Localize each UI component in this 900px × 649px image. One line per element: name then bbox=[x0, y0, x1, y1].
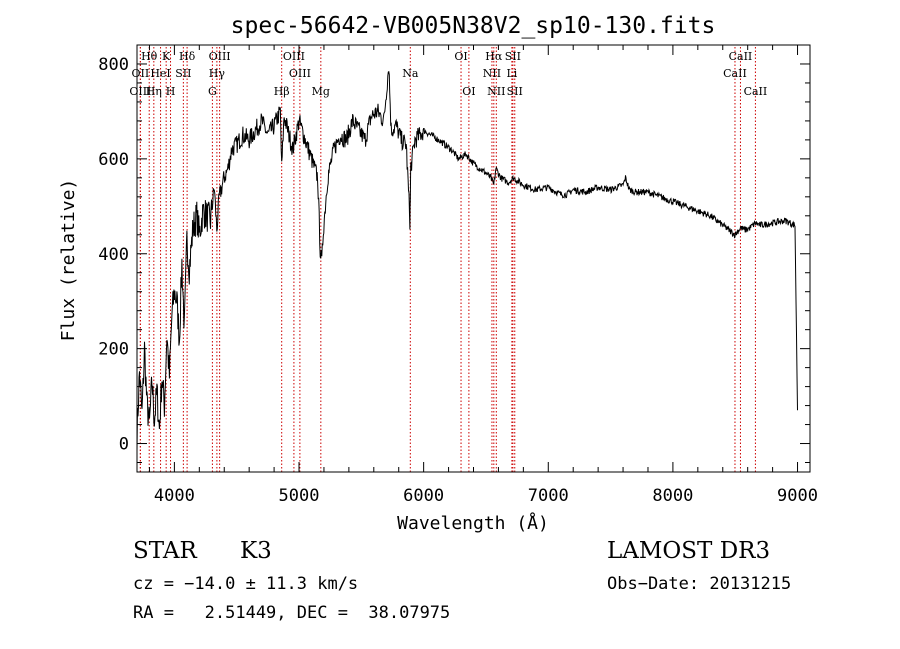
chart-title: spec-56642-VB005N38V2_sp10-130.fits bbox=[231, 13, 716, 39]
y-axis: 0 200 400 600 800 bbox=[98, 55, 810, 464]
line-label-2: OIII bbox=[129, 85, 151, 98]
line-label-26: CaII bbox=[723, 67, 747, 80]
line-label-24: SII bbox=[507, 85, 523, 98]
y-tick-label-1: 200 bbox=[98, 340, 129, 360]
redshift-text: cz = −14.0 ± 11.3 km/s bbox=[133, 574, 359, 594]
line-label-9: OIII bbox=[209, 50, 231, 63]
obs-date-text: Obs−Date: 20131215 bbox=[607, 574, 792, 594]
line-label-3: Hη bbox=[146, 85, 162, 98]
object-class: STAR bbox=[133, 538, 197, 564]
line-label-10: Hγ bbox=[209, 67, 226, 80]
line-label-20: NII bbox=[483, 67, 501, 80]
y-axis-label: Flux (relative) bbox=[58, 179, 79, 342]
x-axis-label: Wavelength (Å) bbox=[397, 512, 549, 534]
line-label-11: G bbox=[208, 85, 217, 98]
line-label-27: CaII bbox=[744, 85, 768, 98]
plot-frame bbox=[136, 44, 811, 473]
line-label-13: OIII bbox=[283, 50, 305, 63]
line-label-15: Mg bbox=[312, 85, 330, 98]
y-tick-label-0: 0 bbox=[119, 435, 129, 455]
y-tick-label-4: 800 bbox=[98, 55, 129, 75]
x-tick-label-5: 9000 bbox=[777, 486, 818, 506]
line-label-14: OIII bbox=[289, 67, 311, 80]
line-label-4: HeI bbox=[150, 67, 170, 80]
line-label-17: OI bbox=[454, 50, 467, 63]
line-label-19: Hα bbox=[485, 50, 503, 63]
emission-line-markers bbox=[139, 47, 756, 472]
spectrum-line bbox=[136, 70, 798, 451]
y-tick-label-2: 400 bbox=[98, 245, 129, 265]
coordinates-text: RA = 2.51449, DEC = 38.07975 bbox=[133, 603, 451, 623]
line-label-5: K bbox=[162, 50, 171, 63]
x-tick-label-3: 7000 bbox=[528, 486, 569, 506]
x-tick-label-0: 4000 bbox=[154, 486, 195, 506]
line-label-16: Na bbox=[402, 67, 419, 80]
line-label-6: H bbox=[166, 85, 176, 98]
line-label-0: Hθ bbox=[141, 50, 158, 63]
line-label-12: Hβ bbox=[274, 85, 290, 98]
x-tick-label-4: 8000 bbox=[652, 486, 693, 506]
line-label-7: SII bbox=[175, 67, 191, 80]
line-label-21: NII bbox=[487, 85, 505, 98]
x-axis: 4000 5000 6000 7000 8000 9000 bbox=[148, 45, 818, 506]
line-label-22: SII bbox=[505, 50, 521, 63]
spectral-subclass: K3 bbox=[240, 538, 272, 564]
x-tick-label-1: 5000 bbox=[279, 486, 320, 506]
spectrum-series bbox=[136, 70, 798, 451]
line-label-25: CaII bbox=[729, 50, 753, 63]
survey-name: LAMOST DR3 bbox=[607, 538, 771, 564]
line-label-1: OII bbox=[132, 67, 150, 80]
y-tick-label-3: 600 bbox=[98, 150, 129, 170]
x-tick-label-2: 6000 bbox=[403, 486, 444, 506]
line-label-18: OI bbox=[462, 85, 475, 98]
line-label-8: Hδ bbox=[179, 50, 196, 63]
line-label-23: Li bbox=[506, 67, 517, 80]
